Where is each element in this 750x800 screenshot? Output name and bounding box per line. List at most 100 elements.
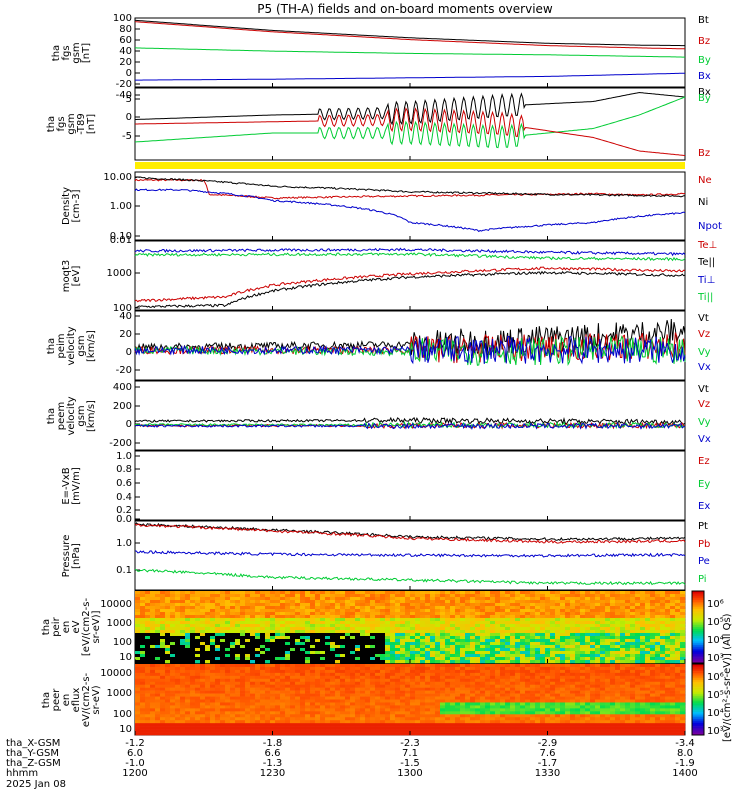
ytick-label: 10.00 [103,172,132,183]
colorbar-frame [691,590,705,664]
colorbar-cell [692,713,704,716]
ylabel-panel-8: [nPa] [71,542,82,569]
series-Bz [134,21,685,50]
heatmap-cells [135,591,686,664]
ytick-label: 20 [119,329,132,340]
colorbar-cell [692,695,704,699]
colorbar-cell [692,726,704,729]
legend-entry: Bz [698,148,711,159]
panel-frame [134,17,686,88]
xaxis-date: 2025 Jan 08 [6,779,66,790]
series-Vx [134,422,686,430]
colorbar-cell [692,596,704,599]
series-Ti⊥ [134,247,686,257]
colorbar-cell [692,610,704,613]
colorbar-cell [692,645,704,648]
legend-entry: Npot [698,221,722,232]
panel-frame [134,380,686,451]
series-Te⊥ [134,266,686,303]
legend-entry: Ni [698,197,709,208]
legend-entry: Bx [698,87,711,98]
colorbar-cell [692,594,704,597]
xaxis-tick-label: 1200 [122,768,148,779]
colorbar-cell [692,665,704,668]
colorbar-cell [692,600,704,603]
ylabel-panel-4: [eV] [71,265,82,286]
colorbar-tick-label: 10³ [707,726,724,737]
panel-5 [134,310,686,381]
legend-entry: Vt [698,384,709,395]
panel-4 [134,240,686,311]
xaxis-row-label: tha_X-GSM [6,738,61,749]
legend-entry: Vx [698,362,711,373]
series-Vx [134,335,686,365]
legend-entry: Ez [698,456,710,467]
colorbar-cell [692,598,704,601]
colorbar-cell [692,701,704,704]
ytick-label: 100 [112,637,132,648]
colorbar-cell [692,639,704,642]
ytick-label: 100 [112,13,132,24]
xaxis-tick-label: -1.0 [125,758,145,769]
colorbar-cell [692,720,704,723]
colorbar-cell [692,678,704,681]
colorbar-cell [692,679,704,683]
colorbar-cell [692,655,704,658]
ytick-label: -200 [109,438,132,449]
legend-entry: Vz [698,399,711,410]
colorbar-cell [692,621,704,624]
legend-entry: Ne [698,175,712,186]
colorbar-cell [692,659,704,662]
ytick-label: 40 [119,311,132,322]
ytick-label: 100 [112,303,132,314]
colorbar-cell [692,729,704,732]
xaxis-tick-label: 1400 [672,768,698,779]
legend-entry: Vz [698,329,711,340]
xaxis-row-label: tha_Y-GSM [6,748,60,759]
colorbar-cell [692,636,704,639]
legend-entry: Bx [698,71,711,82]
series-Pb [134,523,686,544]
colorbar-title: [eV/(cm²-s-sr-eV)] (All Qs) [722,613,733,742]
series-Vt [134,416,686,427]
colorbar-cell [692,708,704,711]
colorbar-cell [692,619,704,622]
ytick-label: 0.2 [116,505,132,516]
colorbar-cell [692,607,704,610]
colorbar-cell [692,641,704,644]
panel-10 [134,663,686,736]
colorbar-cell [692,688,704,691]
ytick-label: 0 [125,68,132,79]
colorbar-cell [692,632,704,635]
colorbar-cell [692,727,704,730]
colorbar-cell [692,654,704,657]
xaxis-tick-label: -1.5 [400,758,420,769]
colorbar-frame [691,663,705,736]
colorbar-cell [692,694,704,697]
chart-title: P5 (TH-A) fields and on-board moments ov… [257,2,553,16]
ytick-label: 1000 [106,618,132,629]
ytick-label: 1000 [106,688,132,699]
xaxis-row-label: tha_Z-GSM [6,758,61,769]
legend-entry: Vy [698,347,711,358]
colorbar-cell [692,669,704,672]
xaxis-tick-label: -1.3 [262,758,283,769]
ytick-label: 10 [119,652,132,663]
legend-entry: Vy [698,417,711,428]
colorbar-cell [692,711,704,714]
xaxis-tick-label: 7.6 [539,748,556,759]
panel-frame [134,240,686,311]
xaxis-tick-label: -1.7 [537,758,558,769]
colorbar-cell [692,706,704,709]
colorbar-cell [692,733,704,736]
ytick-label: 1.0 [116,538,132,549]
legend-entry: Vt [698,313,709,324]
ytick-label: 60 [119,35,132,46]
colorbar-cell [692,592,704,595]
xaxis-tick-label: -3.4 [675,738,695,749]
ytick-label: -20 [115,365,132,376]
colorbar-cell [692,681,704,684]
xaxis-tick-label: 1230 [259,768,286,779]
colorbar-cell [692,717,704,720]
